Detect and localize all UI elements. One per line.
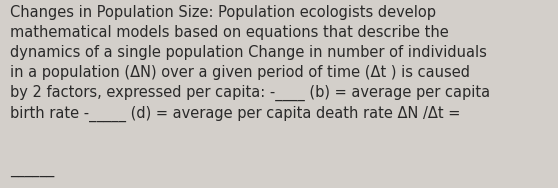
Text: ______: ______ [10,162,54,177]
Text: Changes in Population Size: Population ecologists develop
mathematical models ba: Changes in Population Size: Population e… [10,5,490,122]
